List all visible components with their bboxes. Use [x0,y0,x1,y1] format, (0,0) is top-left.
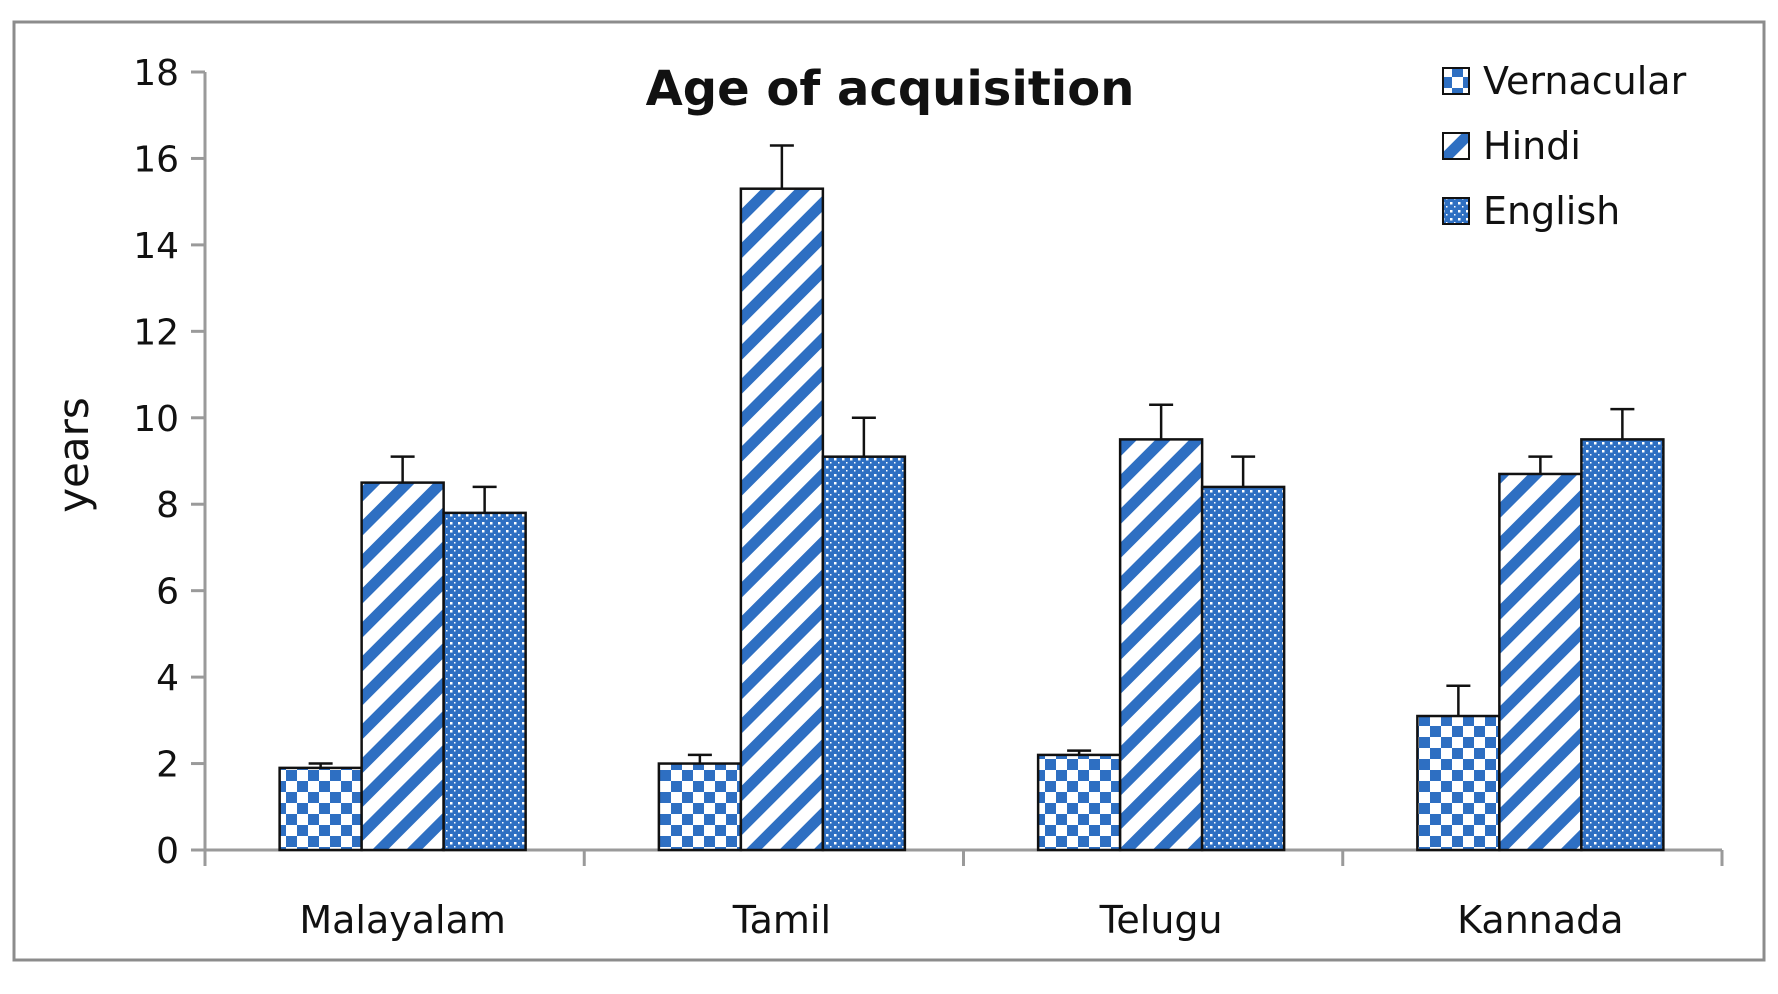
legend-swatch-hindi [1442,132,1470,160]
y-tick-label: 6 [156,572,179,613]
legend-swatch-english [1442,197,1470,225]
bar-vernacular-tamil [657,762,743,852]
y-tick-label: 4 [156,658,179,699]
y-tick-label: 16 [133,139,179,180]
bar-hindi-tamil [739,187,825,852]
legend-label-hindi: Hindi [1483,124,1581,168]
y-tick-label: 0 [156,831,179,872]
chart-title: Age of acquisition [646,61,1135,117]
x-tick-label: Telugu [1099,898,1223,942]
bar-english-tamil [821,455,907,852]
bar-english-malayalam [442,511,527,852]
legend: Vernacular Hindi English [1442,59,1687,233]
bar-english-telugu [1200,485,1286,852]
legend-swatch-vernacular [1442,67,1470,95]
legend-label-english: English [1483,189,1620,233]
bars [278,144,1665,852]
bar-vernacular-kannada [1416,714,1501,852]
bar-vernacular-malayalam [278,766,363,852]
bar-hindi-telugu [1118,438,1204,852]
y-axis-label: years [49,397,98,513]
bar-hindi-kannada [1498,472,1583,852]
y-tick-label: 12 [133,312,179,353]
legend-label-vernacular: Vernacular [1483,59,1687,103]
x-tick-label: Kannada [1457,898,1623,942]
y-tick-label: 18 [133,53,179,94]
x-tick-label: Malayalam [299,898,506,942]
bar-hindi-malayalam [360,481,445,852]
y-tick-label: 8 [156,485,179,526]
y-tick-label: 10 [133,399,179,440]
bar-english-kannada [1580,438,1665,852]
y-tick-label: 14 [133,226,179,267]
y-tick-label: 2 [156,745,179,786]
bar-vernacular-telugu [1036,753,1122,852]
x-tick-label: Tamil [732,898,831,942]
